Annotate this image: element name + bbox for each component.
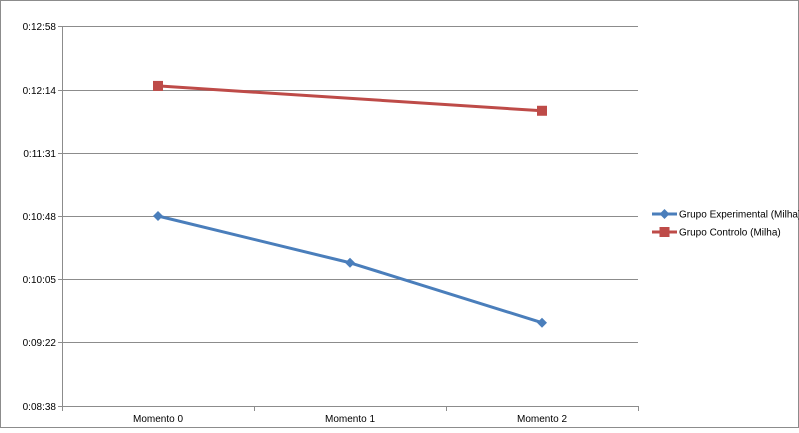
legend-label: Grupo Controlo (Milha) [679, 228, 781, 239]
data-point [537, 105, 547, 116]
series-group [153, 211, 547, 328]
y-tick-label: 0:09:22 [23, 338, 57, 349]
data-point [153, 80, 163, 91]
legend: Grupo Experimental (Milha) Grupo Controlo… [652, 209, 799, 239]
data-point [153, 211, 163, 221]
y-tick-label: 0:10:05 [23, 275, 57, 286]
data-point [345, 257, 355, 268]
axes: 0:08:38 0:09:22 0:10:05 0:10:48 0:11:31 0:12:… [23, 22, 639, 425]
x-tick-label: Momento 1 [325, 414, 375, 425]
y-tick-label: 0:11:31 [23, 149, 56, 160]
y-tick-label: 0:08:38 [23, 402, 57, 413]
y-tick-label: 0:12:14 [23, 86, 57, 97]
series-group [153, 80, 547, 116]
x-tick-label: Momento 2 [517, 414, 567, 425]
legend-item: Grupo Experimental (Milha) [652, 209, 799, 221]
x-tick-label: Momento 0 [133, 414, 183, 425]
y-tick-label: 0:12:58 [23, 22, 57, 33]
y-tick-label: 0:10:48 [23, 212, 57, 223]
legend-label: Grupo Experimental (Milha) [679, 210, 799, 221]
data-point [659, 209, 670, 219]
series [153, 80, 547, 328]
data-point [659, 227, 670, 237]
series-line [157, 84, 543, 113]
legend-item: Grupo Controlo (Milha) [652, 227, 781, 239]
data-point [537, 317, 547, 328]
